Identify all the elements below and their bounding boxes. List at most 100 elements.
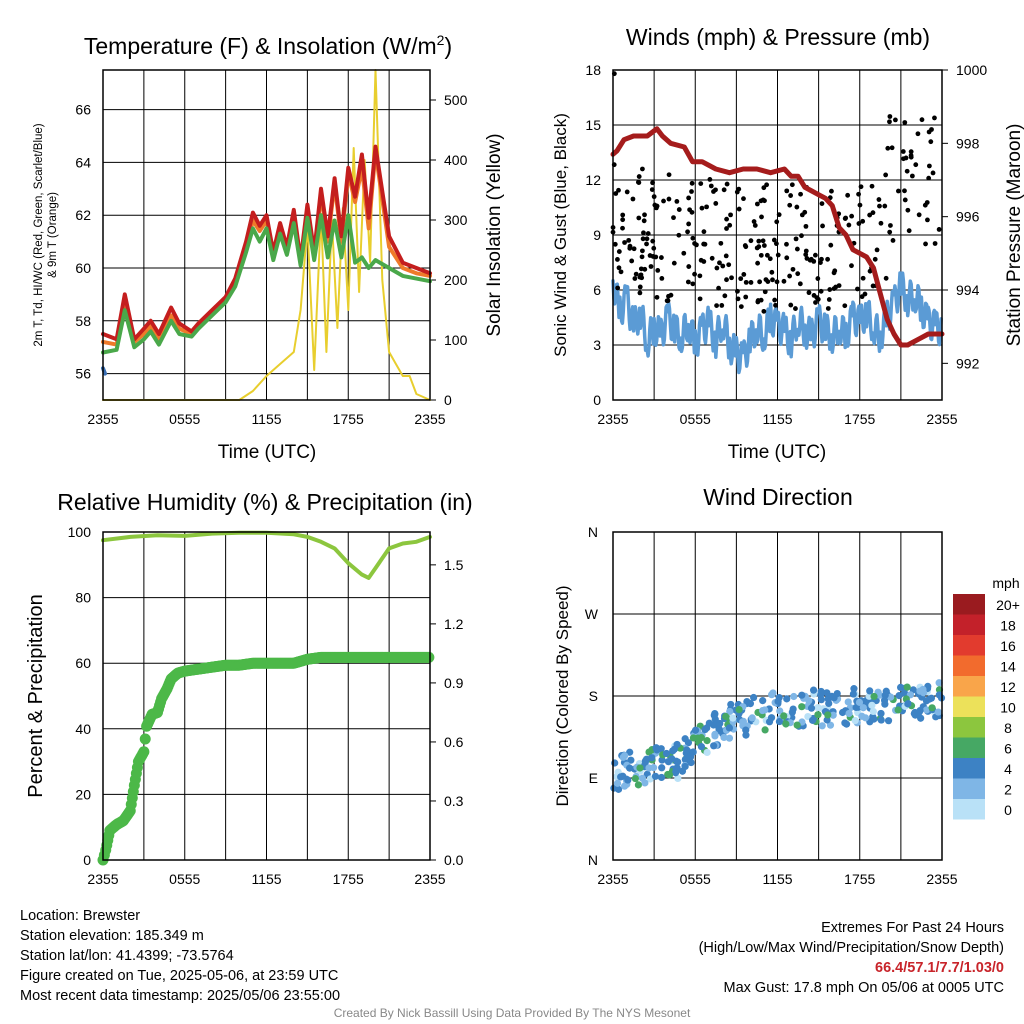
gust-point	[686, 221, 692, 227]
gust-point	[650, 180, 655, 186]
elevation-text: Station elevation: 185.349 m	[20, 928, 204, 944]
gust-point	[665, 298, 671, 304]
gust-point	[803, 252, 809, 257]
gust-point	[856, 221, 862, 226]
max-gust-text: Max Gust: 17.8 mph On 05/06 at 0005 UTC	[723, 980, 1004, 996]
direction-point	[727, 700, 735, 709]
direction-point	[845, 709, 853, 718]
direction-point	[780, 712, 788, 720]
x-tick-label: 0555	[680, 411, 711, 427]
direction-point	[611, 759, 619, 767]
gust-point	[856, 191, 861, 197]
gust-point	[727, 222, 733, 228]
direction-point	[824, 711, 832, 719]
gust-point	[620, 225, 625, 231]
gust-point	[794, 246, 800, 252]
gust-point	[936, 227, 942, 232]
gust-point	[781, 278, 787, 284]
y-axis-label: 2m T, Td, HI/WC (Red, Green, Scarlet/Blu…	[33, 123, 45, 346]
direction-point	[814, 703, 822, 712]
temperature-panel: 2355 0555 1155 1755 2355 56 58 60 62 64 66 0 100 200 3…	[33, 32, 505, 463]
y-tick-label: S	[589, 688, 598, 704]
direction-point	[852, 703, 860, 712]
location-text: Location: Brewster	[20, 908, 141, 924]
gust-point	[671, 260, 677, 266]
gust-point	[826, 297, 832, 302]
gust-point	[860, 275, 866, 281]
gust-point	[842, 216, 848, 221]
y-axis-label: & 9m T (Orange)	[47, 192, 59, 278]
x-axis-label: Time (UTC)	[728, 442, 827, 463]
direction-point	[807, 704, 816, 712]
gust-point	[612, 241, 618, 247]
extremes-title: Extremes For Past 24 Hours	[821, 920, 1004, 936]
y2-tick-label: 0.0	[444, 852, 464, 868]
plot-border	[102, 531, 431, 861]
x-tick-label: 1155	[762, 411, 792, 427]
gust-point	[690, 235, 696, 241]
gust-point	[811, 258, 817, 264]
x-tick-label: 2355	[597, 411, 628, 427]
legend-label: 16	[1000, 638, 1016, 654]
gust-point	[770, 277, 775, 283]
x-tick-label: 2355	[926, 871, 957, 887]
gust-point	[659, 276, 665, 281]
gust-point	[793, 306, 798, 311]
direction-point	[636, 764, 644, 772]
gust-point	[686, 195, 692, 201]
gust-point	[916, 212, 922, 218]
x-tick-label: 1155	[251, 411, 281, 427]
direction-point	[650, 764, 658, 772]
gust-point	[676, 207, 682, 212]
x-tick-label: 0555	[169, 411, 200, 427]
gust-point	[795, 271, 801, 277]
direction-point	[648, 754, 656, 762]
y-tick-label: 62	[75, 207, 91, 223]
direction-point	[709, 721, 718, 729]
direction-point	[703, 737, 711, 745]
x-tick-label: 2355	[414, 871, 445, 887]
gust-point	[930, 170, 936, 176]
gust-point	[724, 277, 729, 283]
direction-point	[774, 697, 782, 706]
gust-point	[807, 257, 813, 263]
gust-point	[689, 180, 695, 186]
gust-point	[699, 205, 705, 211]
gust-point	[758, 198, 764, 204]
gust-point	[828, 242, 834, 248]
gust-point	[857, 202, 863, 208]
gust-point	[922, 202, 928, 208]
gust-point	[729, 275, 734, 281]
gust-point	[620, 212, 626, 218]
gust-point	[902, 120, 908, 125]
gust-point	[633, 271, 639, 277]
direction-point	[683, 746, 691, 754]
gust-point	[756, 238, 762, 244]
y-tick-label: 66	[75, 102, 91, 118]
gust-point	[888, 223, 893, 228]
gust-point	[639, 248, 645, 254]
y2-tick-label: 300	[444, 212, 468, 228]
y2-tick-label: 0	[444, 392, 452, 408]
gust-point	[717, 260, 722, 266]
direction-point	[729, 714, 737, 722]
direction-point	[750, 693, 758, 702]
x-tick-label: 2355	[926, 411, 957, 427]
gust-point	[761, 308, 767, 314]
direction-point	[805, 697, 813, 705]
gust-point	[685, 229, 690, 235]
gust-point	[893, 117, 898, 123]
gust-point	[758, 252, 764, 258]
direction-point	[710, 742, 718, 750]
y2-tick-label: 200	[444, 272, 468, 288]
gust-point	[915, 131, 921, 137]
gust-point	[690, 281, 696, 287]
precip-points	[97, 651, 435, 866]
gust-point	[862, 291, 868, 297]
gust-point	[632, 276, 638, 281]
y2-tick-label: 400	[444, 152, 468, 168]
gust-point	[887, 119, 892, 125]
gust-point	[797, 281, 803, 287]
gust-point	[909, 173, 915, 179]
gust-point	[741, 196, 746, 202]
